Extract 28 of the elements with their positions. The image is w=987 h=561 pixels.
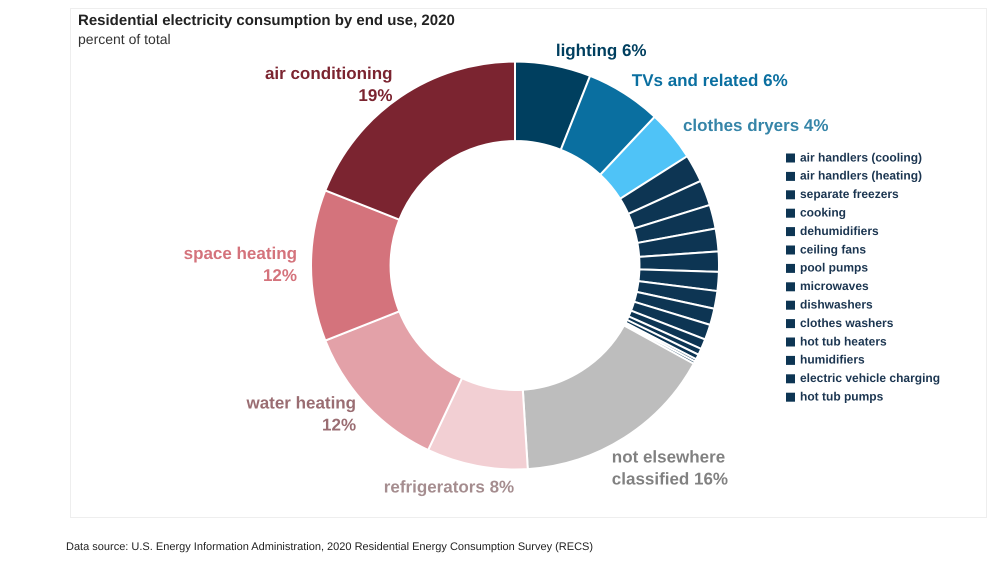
legend-label: humidifiers xyxy=(800,352,865,367)
legend-label: separate freezers xyxy=(800,187,900,202)
source-note: Data source: U.S. Energy Information Administration, 2020 Residential Energy Consumption Survey (RECS) xyxy=(66,541,594,553)
slice-label: TVs and related 6% xyxy=(632,71,788,90)
data-label: 12% xyxy=(322,415,356,434)
slice-label: air conditioning xyxy=(264,64,392,83)
slice-label: water heating xyxy=(245,393,356,412)
slice-label: space heating xyxy=(184,244,297,264)
legend-label: electric vehicle charging xyxy=(800,371,940,386)
chart-title: Residential electricity consumption by end use, 2020 xyxy=(78,12,455,29)
legend-label: ceiling fans xyxy=(800,242,866,256)
legend-label: hot tub pumps xyxy=(800,390,884,404)
data-label: 19% xyxy=(358,86,392,105)
legend-label: dehumidifiers xyxy=(800,224,880,238)
legend-label: air handlers (cooling) xyxy=(800,150,922,164)
legend-label: air handlers (heating) xyxy=(800,168,922,183)
slice-label: refrigerators 8% xyxy=(384,477,514,496)
chart-subtitle: percent of total xyxy=(78,31,171,47)
legend-label: cooking xyxy=(800,206,846,220)
legend-label: dishwashers xyxy=(800,298,874,312)
legend-label: clothes washers xyxy=(800,316,894,330)
slice-label: not elsewhere classified 16% xyxy=(612,447,728,488)
slice-label: lighting 6% xyxy=(556,41,647,60)
slice-label: clothes dryers 4% xyxy=(682,116,828,136)
legend-label: pool pumps xyxy=(800,260,868,275)
data-label: 12% xyxy=(262,266,297,286)
legend-label: microwaves xyxy=(800,279,870,294)
legend-label: hot tub heaters xyxy=(800,334,887,348)
